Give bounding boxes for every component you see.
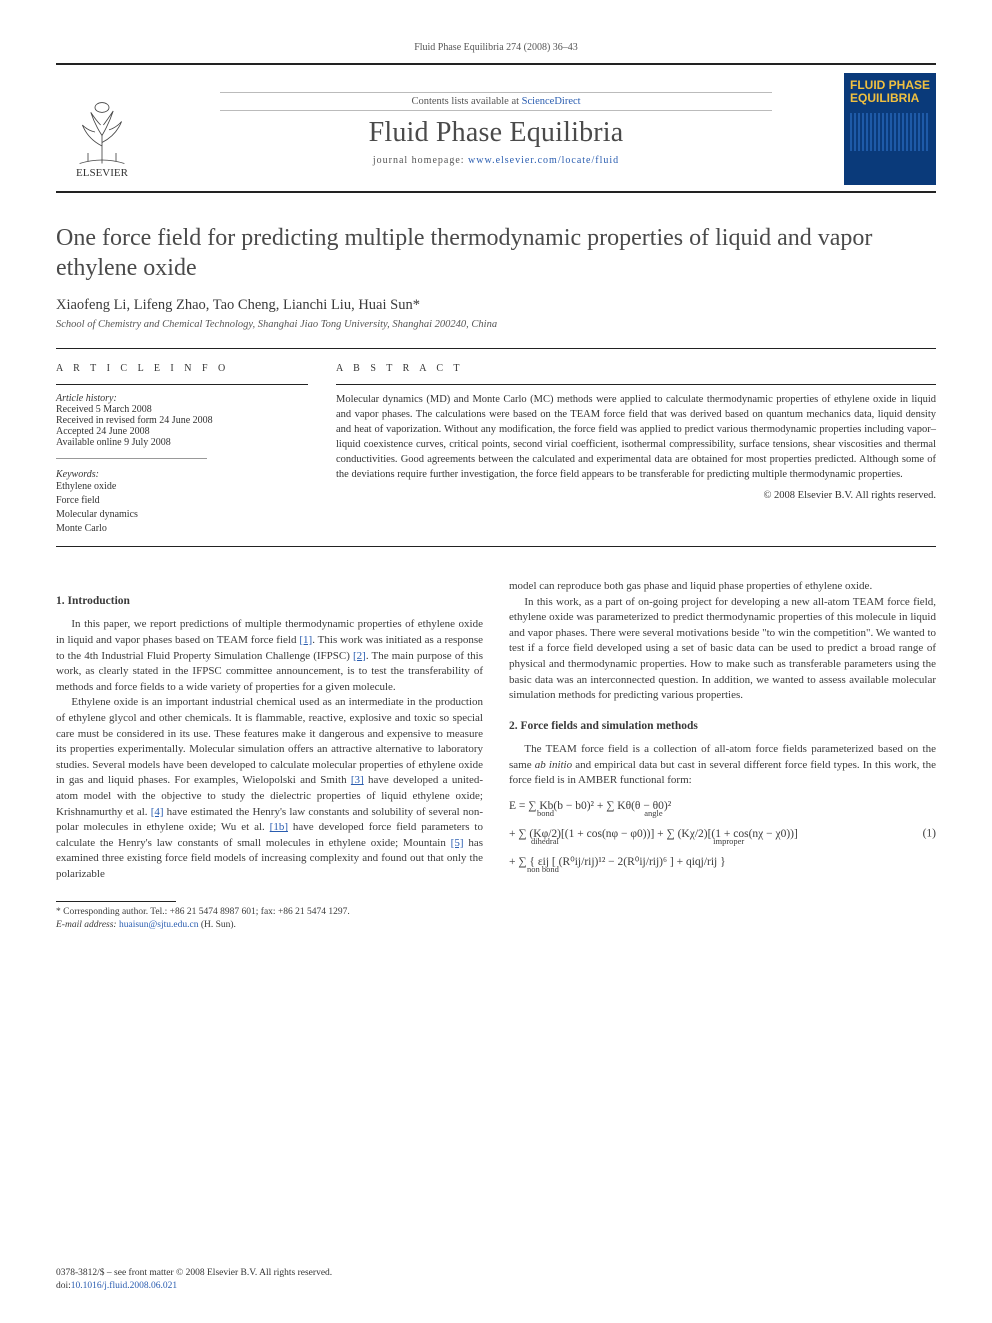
body-columns: 1. Introduction In this paper, we report…: [56, 579, 936, 931]
banner-center: Contents lists available at ScienceDirec…: [160, 92, 832, 166]
divider: [336, 384, 936, 385]
eq-sub: angle: [644, 808, 662, 818]
citation-link[interactable]: [1b]: [270, 821, 288, 833]
keyword: Molecular dynamics: [56, 508, 308, 522]
article-title: One force field for predicting multiple …: [56, 223, 936, 283]
keywords-list: Ethylene oxide Force field Molecular dyn…: [56, 480, 308, 536]
section-heading: 1. Introduction: [56, 593, 483, 609]
article-info-heading: A R T I C L E I N F O: [56, 363, 308, 374]
body-paragraph: The TEAM force field is a collection of …: [509, 742, 936, 789]
footer-copyright: 0378-3812/$ – see front matter © 2008 El…: [56, 1267, 332, 1280]
journal-homepage-link[interactable]: www.elsevier.com/locate/fluid: [468, 155, 619, 166]
keyword: Force field: [56, 494, 308, 508]
citation-link[interactable]: [1]: [299, 634, 312, 646]
journal-banner: ELSEVIER Contents lists available at Sci…: [56, 63, 936, 193]
footnote-line: * Corresponding author. Tel.: +86 21 547…: [56, 907, 350, 917]
publisher-logo: ELSEVIER: [56, 79, 148, 179]
footnote-label: E-mail address:: [56, 920, 119, 930]
eq-sub: bond: [537, 808, 554, 818]
title-block: One force field for predicting multiple …: [56, 223, 936, 330]
divider: [56, 458, 207, 459]
body-paragraph: In this paper, we report predictions of …: [56, 617, 483, 695]
contents-prefix: Contents lists available at: [411, 96, 521, 107]
email-link[interactable]: huaisun@sjtu.edu.cn: [119, 920, 198, 930]
equation-number: (1): [923, 822, 936, 845]
sciencedirect-link[interactable]: ScienceDirect: [522, 96, 581, 107]
elsevier-tree-icon: [67, 97, 137, 167]
abstract-text: Molecular dynamics (MD) and Monte Carlo …: [336, 393, 936, 482]
divider: [56, 348, 936, 349]
history-item: Received 5 March 2008: [56, 404, 308, 415]
article-meta-row: A R T I C L E I N F O Article history: R…: [56, 363, 936, 547]
section-heading: 2. Force fields and simulation methods: [509, 718, 936, 734]
body-paragraph: Ethylene oxide is an important industria…: [56, 695, 483, 882]
divider: [56, 384, 308, 385]
doi-link[interactable]: 10.1016/j.fluid.2008.06.021: [71, 1281, 177, 1291]
author-list: Xiaofeng Li, Lifeng Zhao, Tao Cheng, Lia…: [56, 297, 936, 314]
citation-link[interactable]: [4]: [151, 806, 164, 818]
footnote-tail: (H. Sun).: [198, 920, 235, 930]
abstract-heading: A B S T R A C T: [336, 363, 936, 374]
doi-label: doi:: [56, 1281, 71, 1291]
running-head: Fluid Phase Equilibria 274 (2008) 36–43: [56, 42, 936, 53]
abstract-block: A B S T R A C T Molecular dynamics (MD) …: [336, 363, 936, 536]
eq-sub: improper: [713, 836, 744, 846]
publisher-label: ELSEVIER: [76, 167, 128, 179]
eq-sub: non bond: [527, 864, 559, 874]
citation-link[interactable]: [3]: [351, 774, 364, 786]
history-item: Received in revised form 24 June 2008: [56, 415, 308, 426]
equation-subscripts: dihedral improper: [509, 838, 936, 845]
text-run: and empirical data but cast in several d…: [509, 759, 936, 787]
history-item: Accepted 24 June 2008: [56, 426, 308, 437]
contents-lists-line: Contents lists available at ScienceDirec…: [220, 92, 772, 111]
text-run: Ethylene oxide is an important industria…: [56, 696, 483, 786]
body-paragraph: model can reproduce both gas phase and l…: [509, 579, 936, 595]
homepage-prefix: journal homepage:: [373, 155, 468, 166]
citation-link[interactable]: [5]: [451, 837, 464, 849]
equation-subscripts: bond angle: [509, 810, 936, 817]
footer-doi-line: doi:10.1016/j.fluid.2008.06.021: [56, 1280, 332, 1293]
cover-art-icon: [850, 113, 930, 151]
body-paragraph: In this work, as a part of on-going proj…: [509, 595, 936, 704]
affiliation: School of Chemistry and Chemical Technol…: [56, 319, 936, 330]
citation-link[interactable]: [2]: [353, 650, 366, 662]
eq-sub: dihedral: [531, 836, 559, 846]
corresponding-author-footnote: * Corresponding author. Tel.: +86 21 547…: [56, 906, 483, 932]
keywords-label: Keywords:: [56, 469, 308, 480]
journal-homepage-line: journal homepage: www.elsevier.com/locat…: [160, 155, 832, 166]
page-footer: 0378-3812/$ – see front matter © 2008 El…: [56, 1267, 332, 1293]
copyright-line: © 2008 Elsevier B.V. All rights reserved…: [336, 490, 936, 501]
keyword: Ethylene oxide: [56, 480, 308, 494]
journal-cover-thumb: FLUID PHASE EQUILIBRIA: [844, 73, 936, 185]
cover-title-line: EQUILIBRIA: [850, 92, 930, 105]
text-run-italic: ab initio: [535, 759, 572, 771]
history-item: Available online 9 July 2008: [56, 437, 308, 448]
footnote-rule: [56, 901, 176, 902]
journal-name: Fluid Phase Equilibria: [160, 117, 832, 149]
history-label: Article history:: [56, 393, 308, 404]
article-info-block: A R T I C L E I N F O Article history: R…: [56, 363, 308, 536]
equation-block: E = ∑ Kb(b − b0)² + ∑ Kθ(θ − θ0)² bond a…: [509, 795, 936, 872]
keyword: Monte Carlo: [56, 522, 308, 536]
